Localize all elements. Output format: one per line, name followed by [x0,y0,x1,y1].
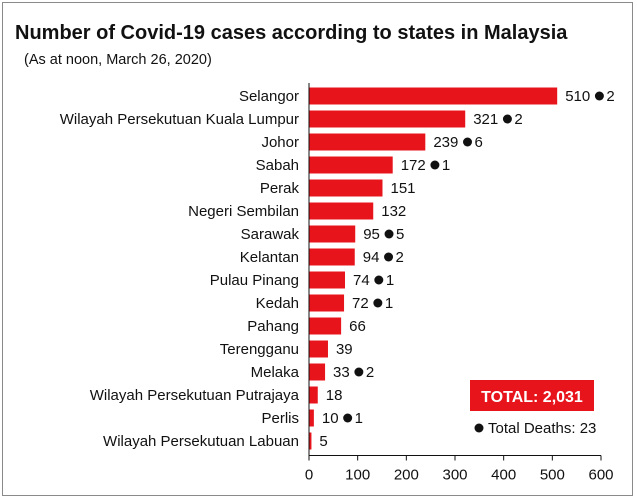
x-tick-label: 300 [442,467,467,484]
value-label: 239 [433,134,458,151]
category-label: Sarawak [241,226,300,243]
value-label: 33 [333,364,350,381]
value-label: 510 [565,88,590,105]
category-label: Kelantan [240,249,299,266]
bar [309,294,345,312]
category-label: Perlis [261,410,299,427]
death-count-label: 1 [385,295,393,312]
deaths-legend-label: Total Deaths: 23 [488,420,596,437]
category-label: Pahang [247,318,299,335]
bar [309,156,393,174]
bar [309,386,318,404]
total-label: TOTAL: 2,031 [481,389,583,406]
death-dot [374,275,384,285]
value-label: 74 [353,272,370,289]
total-badge [470,380,594,411]
bar [309,317,342,335]
category-label: Sabah [256,157,299,174]
bar [309,87,558,105]
death-count-label: 6 [475,134,483,151]
death-dot [384,252,394,262]
death-dot [384,229,394,239]
death-count-label: 1 [442,157,450,174]
value-label: 5 [319,433,327,450]
bar [309,179,383,197]
category-label: Wilayah Persekutuan Kuala Lumpur [60,111,299,128]
value-label: 18 [326,387,343,404]
death-count-label: 1 [355,410,363,427]
value-label: 132 [381,203,406,220]
bar [309,225,356,243]
x-tick-label: 500 [540,467,565,484]
value-label: 151 [390,180,415,197]
death-count-label: 2 [366,364,374,381]
category-label: Terengganu [220,341,299,358]
value-label: 95 [363,226,380,243]
category-label: Melaka [251,364,300,381]
value-label: 72 [352,295,369,312]
death-count-label: 1 [386,272,394,289]
category-label: Wilayah Persekutuan Labuan [103,433,299,450]
bar [309,363,326,381]
chart-subtitle: (As at noon, March 26, 2020) [24,52,212,68]
bar [309,409,314,427]
value-label: 10 [322,410,339,427]
category-label: Kedah [256,295,299,312]
category-label: Johor [261,134,299,151]
value-label: 321 [473,111,498,128]
x-axis: 0 100 200 300 400 500 600 [305,83,614,484]
category-label: Wilayah Persekutuan Putrajaya [90,387,300,404]
category-label: Selangor [239,88,299,105]
category-label: Perak [260,180,300,197]
death-dot [502,114,512,124]
bar [309,432,312,450]
value-label: 94 [363,249,380,266]
death-dot [594,91,604,101]
x-tick-label: 0 [305,467,313,484]
x-tick-label: 600 [588,467,613,484]
death-count-label: 2 [514,111,522,128]
death-count-label: 2 [606,88,614,105]
death-count-label: 5 [396,226,404,243]
bar [309,248,355,266]
x-tick-label: 200 [394,467,419,484]
bar [309,202,374,220]
value-label: 172 [401,157,426,174]
bar [309,110,466,128]
death-dot [463,137,473,147]
value-label: 39 [336,341,353,358]
bar [309,340,328,358]
death-dot [354,367,364,377]
bar [309,271,346,289]
death-dot [343,413,353,423]
chart-title: Number of Covid-19 cases according to st… [15,22,568,44]
deaths-legend-dot [474,423,484,433]
death-dot [430,160,440,170]
death-dot [373,298,383,308]
x-tick-label: 400 [491,467,516,484]
x-tick-label: 100 [345,467,370,484]
category-label: Negeri Sembilan [188,203,299,220]
category-label: Pulau Pinang [210,272,299,289]
value-label: 66 [349,318,366,335]
death-count-label: 2 [396,249,404,266]
bar [309,133,426,151]
